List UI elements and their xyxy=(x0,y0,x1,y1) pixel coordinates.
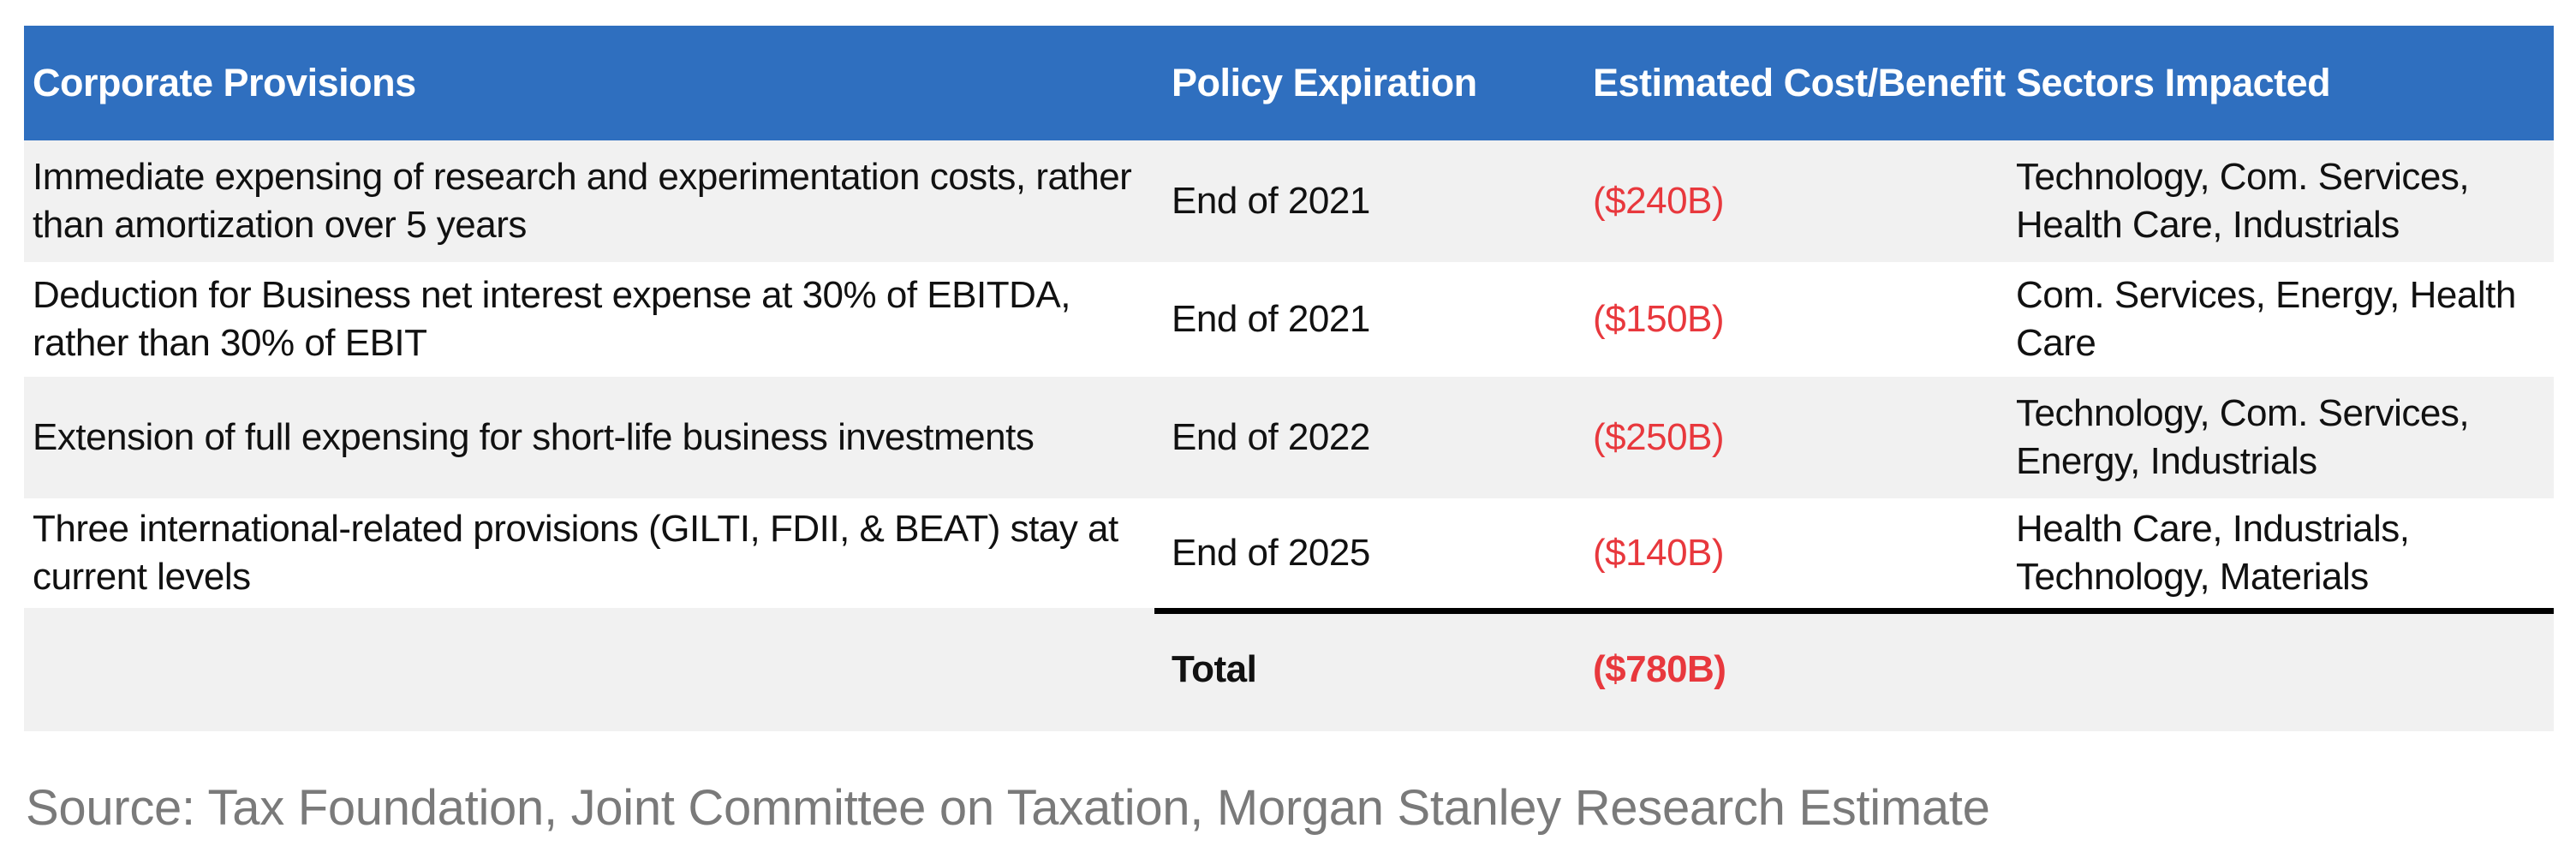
cost-cell: ($150B) xyxy=(1593,298,1725,340)
sectors-cell: Com. Services, Energy, Health Care xyxy=(2016,274,2516,364)
total-divider xyxy=(1154,608,2554,614)
header-corporate-provisions: Corporate Provisions xyxy=(33,61,416,104)
provision-cell: Immediate expensing of research and expe… xyxy=(33,156,1132,246)
cost-cell: ($250B) xyxy=(1593,416,1725,458)
header-sectors-impacted: Sectors Impacted xyxy=(2016,61,2331,104)
provision-cell: Extension of full expensing for short-li… xyxy=(33,416,1035,458)
expiration-cell: End of 2021 xyxy=(1172,180,1370,222)
expiration-cell: End of 2025 xyxy=(1172,532,1370,574)
cost-cell: ($240B) xyxy=(1593,180,1725,222)
total-sectors-empty xyxy=(2006,608,2554,731)
cost-cell: ($140B) xyxy=(1593,532,1725,574)
expiration-cell: End of 2022 xyxy=(1172,416,1370,458)
table-row: Immediate expensing of research and expe… xyxy=(24,140,2554,262)
table-row: Deduction for Business net interest expe… xyxy=(24,262,2554,377)
provision-cell: Deduction for Business net interest expe… xyxy=(33,274,1070,364)
table-row: Extension of full expensing for short-li… xyxy=(24,377,2554,498)
total-cost: ($780B) xyxy=(1593,648,1726,690)
header-estimated-cost: Estimated Cost/Benefit xyxy=(1593,61,2006,104)
sectors-cell: Technology, Com. Services, Energy, Indus… xyxy=(2016,392,2470,482)
header-policy-expiration: Policy Expiration xyxy=(1172,61,1477,104)
sectors-cell: Technology, Com. Services, Health Care, … xyxy=(2016,156,2470,246)
total-empty-cell xyxy=(24,608,1163,731)
provisions-table: Corporate Provisions Policy Expiration E… xyxy=(24,26,2554,731)
table-header-row: Corporate Provisions Policy Expiration E… xyxy=(24,26,2554,140)
total-label: Total xyxy=(1172,648,1257,690)
expiration-cell: End of 2021 xyxy=(1172,298,1370,340)
table-row: Three international-related provisions (… xyxy=(24,498,2554,608)
source-note: Source: Tax Foundation, Joint Committee … xyxy=(26,780,1990,836)
table-total-row: Total ($780B) xyxy=(24,608,2554,731)
provision-cell: Three international-related provisions (… xyxy=(33,508,1118,598)
sectors-cell: Health Care, Industrials, Technology, Ma… xyxy=(2016,508,2410,598)
